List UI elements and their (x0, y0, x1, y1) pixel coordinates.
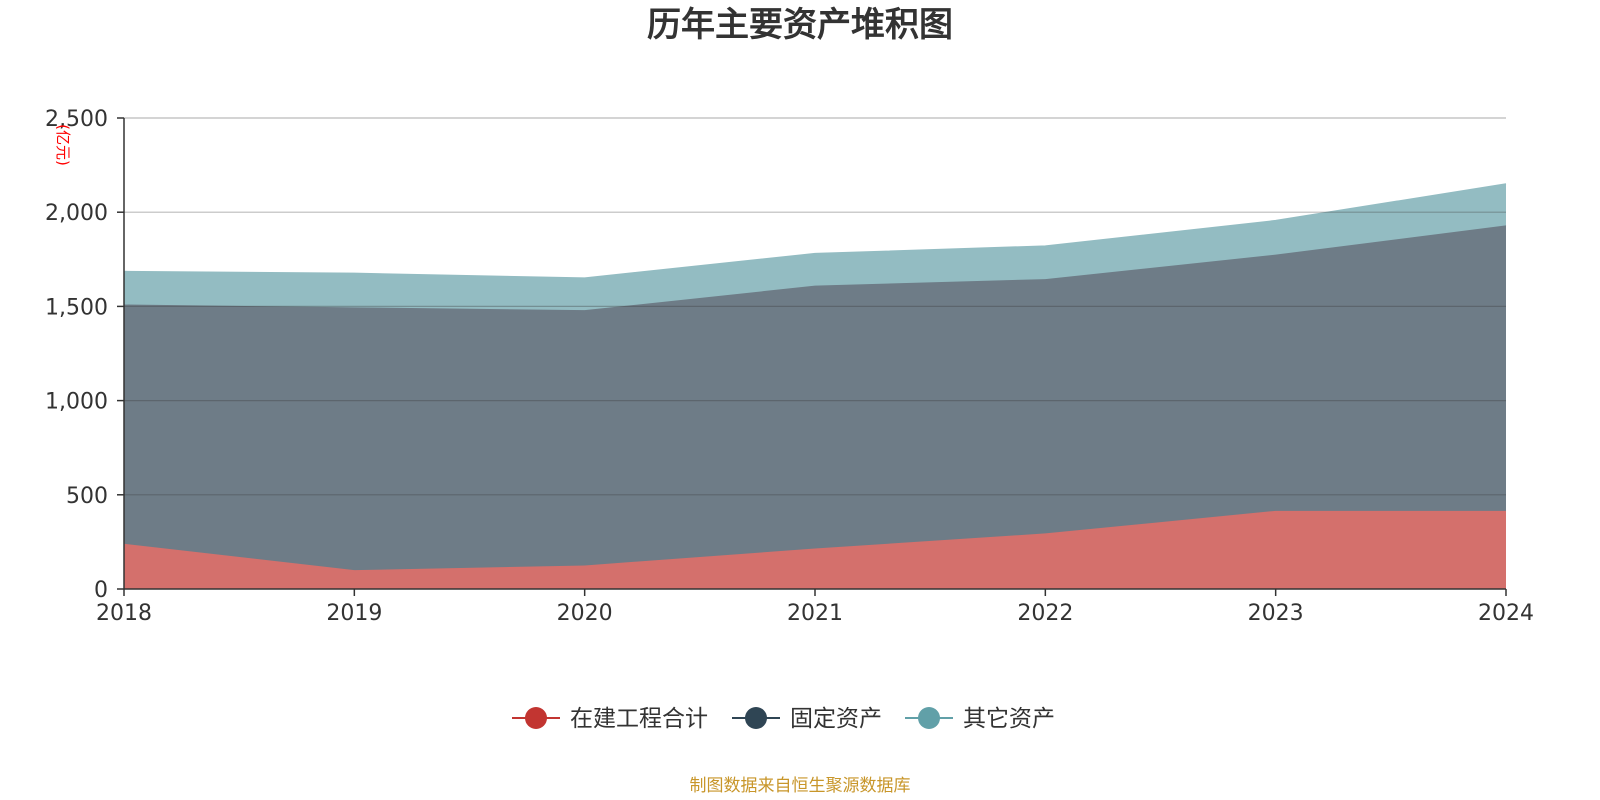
y-tick-label-5: 2,500 (45, 107, 108, 132)
y-tick-label-0: 0 (94, 578, 108, 603)
legend: 在建工程合计 固定资产 其它资产 (512, 706, 1055, 732)
area-series-3 (124, 183, 1506, 311)
area-series-1 (124, 510, 1506, 589)
stacked-areas (123, 183, 1507, 589)
x-tick-label-4: 2022 (1017, 601, 1073, 626)
legend-marker-1 (525, 707, 547, 729)
area-series-2 (124, 225, 1506, 571)
source-note: 制图数据来自恒生聚源数据库 (690, 776, 911, 796)
x-tick-label-1: 2019 (326, 601, 382, 626)
grid-lines (124, 117, 1506, 496)
y-axis-unit-label: (亿元) (54, 124, 72, 166)
legend-marker-3 (918, 707, 940, 729)
legend-label-3: 其它资产 (963, 706, 1055, 732)
y-tick-label-1: 500 (66, 484, 108, 509)
axes: 0 500 1,000 1,500 2,000 2,500 2018 2019 2020 2021… (45, 107, 1534, 626)
x-tick-label-2: 2020 (557, 601, 613, 626)
legend-label-2: 固定资产 (790, 706, 882, 732)
x-tick-label-3: 2021 (787, 601, 843, 626)
legend-marker-2 (745, 707, 767, 729)
y-tick-label-2: 1,000 (45, 390, 108, 415)
line-series-3 (123, 183, 1507, 279)
y-tick-label-3: 1,500 (45, 295, 108, 320)
y-tick-label-4: 2,000 (45, 201, 108, 226)
chart-title: 历年主要资产堆积图 (647, 5, 953, 45)
legend-label-1: 在建工程合计 (570, 706, 708, 732)
x-tick-label-0: 2018 (96, 601, 152, 626)
x-tick-label-6: 2024 (1478, 601, 1534, 626)
x-tick-label-5: 2023 (1248, 601, 1304, 626)
